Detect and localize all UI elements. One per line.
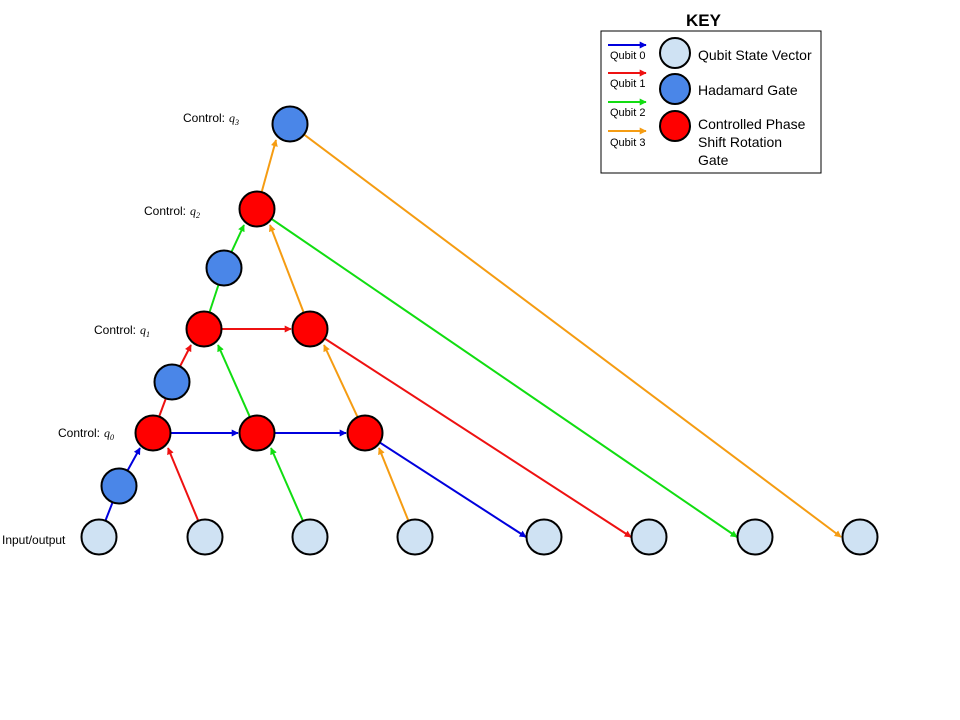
state-vector-node: [525, 518, 563, 556]
state-vector-node: [841, 518, 879, 556]
state-vector-node: [396, 518, 434, 556]
hadamard-gate-node: [205, 249, 243, 287]
legend-qubit-3-label: Qubit 3: [610, 137, 645, 149]
legend-title: KEY: [686, 11, 722, 30]
hadamard-gate-node: [100, 467, 138, 505]
edge: [364, 432, 527, 538]
legend-hadamard-label: Hadamard Gate: [698, 82, 798, 98]
phase-gate-node: [346, 414, 384, 452]
edge: [309, 328, 632, 538]
state-vector-node: [736, 518, 774, 556]
control-q1-label: Control: q1: [94, 323, 150, 339]
edge: [289, 123, 842, 538]
control-q2-label: Control: q2: [144, 204, 200, 220]
control-q0-label: Control: q0: [58, 426, 114, 442]
state-vector-node: [186, 518, 224, 556]
edge: [256, 208, 738, 538]
legend-qubit-0-label: Qubit 0: [610, 50, 645, 62]
state-vector-node: [630, 518, 668, 556]
legend-phase-gate-label-1: Controlled Phase: [698, 116, 806, 132]
qubit-3-path: [256, 123, 842, 538]
phase-gate-node: [238, 190, 276, 228]
input-output-label: Input/output: [2, 533, 66, 547]
legend-state-vector-swatch: [659, 37, 691, 69]
phase-gate-node: [238, 414, 276, 452]
legend-phase-gate-swatch: [659, 110, 691, 142]
legend-phase-gate-label-2: Shift Rotation: [698, 134, 782, 150]
legend: KEY Qubit 0 Qubit 1 Qubit 2 Qubit 3 Qubi…: [600, 11, 822, 174]
state-vector-node: [291, 518, 329, 556]
legend-qubit-2-label: Qubit 2: [610, 107, 645, 119]
legend-qubit-1-label: Qubit 1: [610, 78, 645, 90]
phase-gate-node: [134, 414, 172, 452]
hadamard-gate-node: [271, 105, 309, 143]
phase-gate-node: [291, 310, 329, 348]
edge: [268, 224, 311, 330]
hadamard-gate-node: [153, 363, 191, 401]
node-layer: [80, 105, 879, 556]
state-vector-node: [80, 518, 118, 556]
phase-gate-node: [185, 310, 223, 348]
control-q3-label: Control: q3: [183, 111, 239, 127]
legend-state-vector-label: Qubit State Vector: [698, 47, 812, 63]
legend-hadamard-swatch: [659, 73, 691, 105]
legend-phase-gate-label-3: Gate: [698, 152, 729, 168]
